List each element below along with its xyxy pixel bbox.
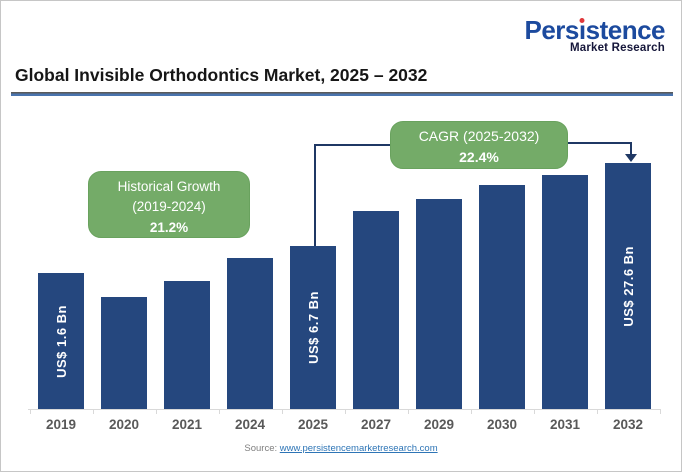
bar-value-label-2032: US$ 27.6 Bn: [620, 245, 636, 327]
historical-growth-value: 21.2%: [149, 219, 189, 235]
x-axis-label-2020: 2020: [108, 417, 140, 432]
x-axis-label-2021: 2021: [171, 417, 203, 432]
bar-value-label-2019: US$ 1.6 Bn: [53, 304, 69, 378]
historical-growth-line2: (2019-2024): [132, 199, 206, 215]
x-axis-label-2019: 2019: [45, 417, 77, 432]
x-axis-label-2024: 2024: [234, 417, 266, 432]
page-title: Global Invisible Orthodontics Market, 20…: [15, 65, 428, 85]
cagr-connector-right-horizontal: [566, 142, 632, 144]
x-axis-tick: [155, 409, 157, 414]
x-axis-tick: [281, 409, 283, 414]
bar-2029: [416, 199, 462, 409]
x-axis-label-2025: 2025: [297, 417, 329, 432]
x-axis-tick: [407, 409, 409, 414]
logo-i-red-dot: ı: [578, 15, 586, 45]
persistence-market-research-logo: Persı stence Market Research: [524, 17, 665, 54]
red-dot-icon: [579, 18, 585, 23]
logo-subtitle: Market Research: [569, 42, 665, 54]
x-axis-tick: [92, 409, 94, 414]
x-axis-label-2032: 2032: [612, 417, 644, 432]
x-axis-label-2031: 2031: [549, 417, 581, 432]
bar-2021: [164, 281, 210, 409]
cagr-connector-right-vertical: [630, 142, 632, 155]
x-axis-tick: [659, 409, 661, 414]
historical-growth-line1: Historical Growth: [117, 179, 221, 194]
bar-2020: [101, 297, 147, 409]
x-axis-tick: [29, 409, 31, 414]
cagr-connector-left-vertical: [314, 144, 316, 246]
bar-2025: US$ 6.7 Bn: [290, 246, 336, 409]
x-axis-tick: [533, 409, 535, 414]
arrow-down-icon: [625, 154, 637, 162]
cagr-line1: CAGR (2025-2032): [418, 128, 540, 144]
x-axis-tick: [218, 409, 220, 414]
bar-2032: US$ 27.6 Bn: [605, 163, 651, 409]
bar-2030: [479, 185, 525, 409]
x-axis-label-2030: 2030: [486, 417, 518, 432]
cagr-callout: CAGR (2025-2032) 22.4%: [390, 121, 568, 169]
bar-2024: [227, 258, 273, 409]
cagr-value: 22.4%: [459, 149, 499, 165]
source-link[interactable]: www.persistencemarketresearch.com: [279, 443, 438, 454]
logo-brand-text: Persı stence: [524, 17, 665, 43]
bar-value-label-2025: US$ 6.7 Bn: [305, 291, 321, 364]
x-axis-tick: [470, 409, 472, 414]
source-prefix: Source:: [244, 443, 280, 454]
title-underline: [11, 92, 673, 96]
bar-2027: [353, 211, 399, 409]
logo-brand-post: stence: [585, 15, 666, 45]
bar-2019: US$ 1.6 Bn: [38, 273, 84, 409]
source-line: Source: www.persistencemarketresearch.co…: [1, 443, 681, 454]
logo-brand-pre: Pers: [524, 15, 579, 45]
cagr-connector-left-horizontal: [314, 144, 392, 146]
x-axis-label-2029: 2029: [423, 417, 455, 432]
historical-growth-callout: Historical Growth (2019-2024) 21.2%: [88, 171, 250, 238]
x-axis-tick: [596, 409, 598, 414]
bar-2031: [542, 175, 588, 409]
x-axis-label-2027: 2027: [360, 417, 392, 432]
x-axis-tick: [344, 409, 346, 414]
